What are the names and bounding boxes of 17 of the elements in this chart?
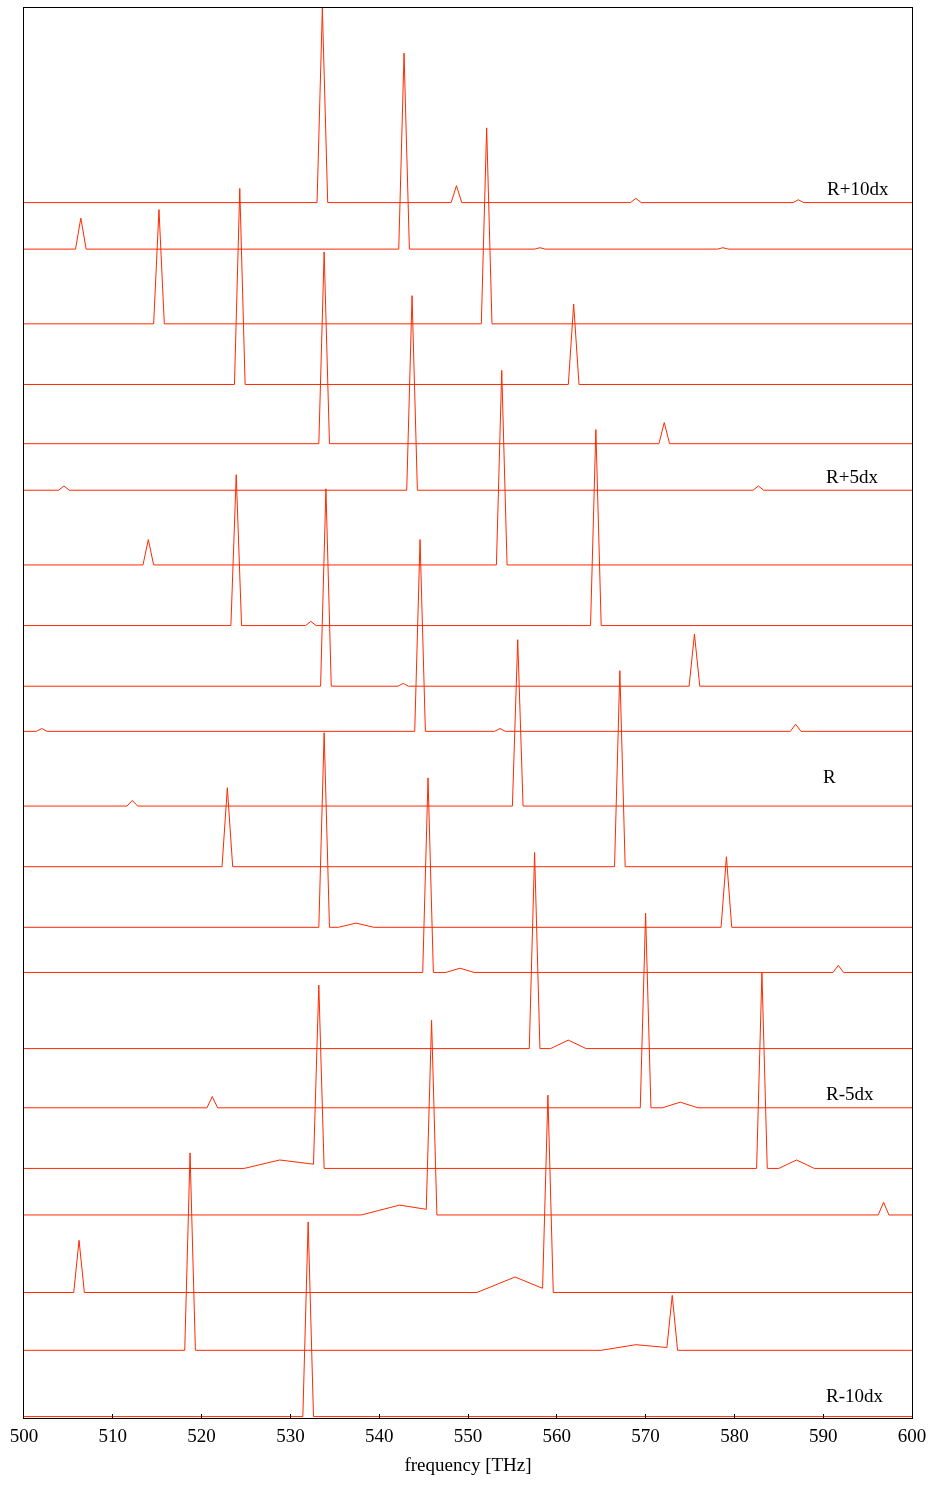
annotation: R [823, 766, 836, 787]
annotation: R+10dx [827, 178, 889, 199]
x-tick-label: 530 [276, 1424, 305, 1446]
x-tick-label: 520 [187, 1424, 216, 1446]
annotation: R+5dx [826, 466, 879, 487]
x-tick-label: 510 [98, 1424, 128, 1446]
x-tick-label: 550 [453, 1424, 483, 1446]
x-tick-label: 590 [808, 1424, 838, 1446]
x-tick-label: 570 [631, 1424, 660, 1446]
x-tick-label: 560 [542, 1424, 572, 1446]
x-axis-title: frequency [THz] [404, 1453, 532, 1475]
annotation: R-10dx [826, 1385, 884, 1406]
annotation: R-5dx [826, 1083, 874, 1104]
x-tick-label: 600 [897, 1424, 927, 1446]
x-tick-label: 540 [364, 1424, 394, 1446]
x-tick-label: 500 [9, 1424, 39, 1446]
x-tick-label: 580 [720, 1424, 749, 1446]
